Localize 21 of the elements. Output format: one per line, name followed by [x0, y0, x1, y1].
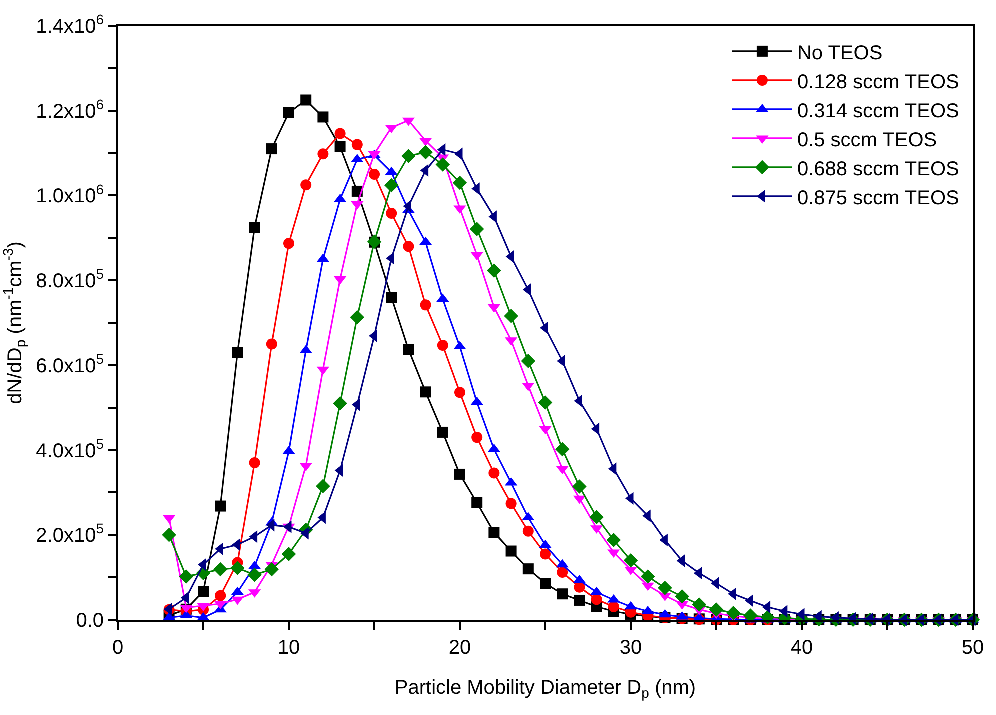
legend-label: 0.875 sccm TEOS	[797, 187, 960, 210]
x-tick-label: 50	[962, 637, 984, 659]
y-tick-label: 1.2x10$^{6}$	[36, 96, 104, 123]
y-tick-label: 8.0x10$^{5}$	[36, 266, 104, 293]
x-tick-label: 30	[620, 637, 642, 659]
x-axis-title: Particle Mobility Diameter D$_{p}$ (nm)	[394, 677, 696, 702]
x-tick-label: 20	[448, 637, 472, 659]
legend-label: 0.128 sccm TEOS	[797, 71, 960, 94]
legend-label: 0.5 sccm TEOS	[797, 129, 938, 152]
x-tick-label: 10	[278, 637, 300, 659]
y-tick-label: 4.0x10$^{5}$	[36, 436, 104, 462]
y-tick-label: 1.0x10$^{6}$	[36, 181, 104, 208]
y-tick-label: 2.0x10$^{5}$	[36, 520, 104, 548]
legend-label: 0.688 sccm TEOS	[797, 158, 960, 180]
legend-label: No TEOS	[797, 42, 883, 64]
x-tick-label: 0	[112, 637, 124, 659]
y-tick-label: 0.0	[76, 610, 104, 632]
y-tick-label: 6.0x10$^{5}$	[36, 351, 104, 378]
y-tick-label: 1.4x10$^{6}$	[36, 12, 104, 38]
x-tick-label: 40	[790, 637, 814, 659]
legend-label: 0.314 sccm TEOS	[797, 100, 960, 122]
